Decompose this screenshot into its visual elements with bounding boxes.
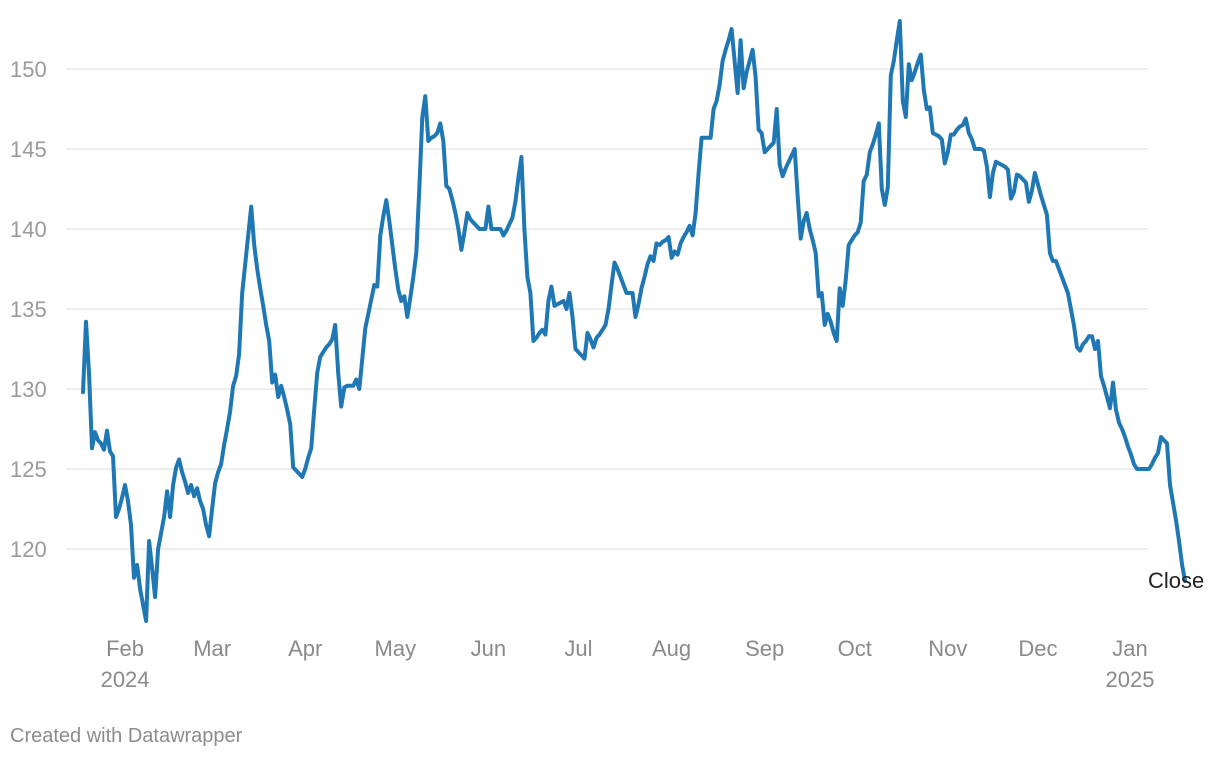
series-label-close: Close bbox=[1148, 568, 1204, 593]
y-axis-tick-labels: 120 125 130 135 140 145 150 bbox=[10, 57, 47, 562]
x-tick-label-sep: Sep bbox=[745, 636, 784, 661]
x-tick-label-jul: Jul bbox=[564, 636, 592, 661]
x-tick-label-jan: Jan bbox=[1112, 636, 1147, 661]
y-gridlines bbox=[66, 68, 1148, 550]
x-tick-label-oct: Oct bbox=[838, 636, 872, 661]
y-tick-label-130: 130 bbox=[10, 377, 47, 402]
datawrapper-credit: Created with Datawrapper bbox=[10, 725, 243, 747]
y-tick-label-120: 120 bbox=[10, 537, 47, 562]
x-tick-label-mar: Mar bbox=[193, 636, 231, 661]
y-tick-label-145: 145 bbox=[10, 137, 47, 162]
y-tick-label-140: 140 bbox=[10, 217, 47, 242]
x-tick-label-jun: Jun bbox=[471, 636, 506, 661]
y-tick-label-125: 125 bbox=[10, 457, 47, 482]
x-tick-label-aug: Aug bbox=[652, 636, 691, 661]
x-tick-year-2024: 2024 bbox=[101, 667, 150, 692]
y-tick-label-135: 135 bbox=[10, 297, 47, 322]
x-axis-tick-labels: Feb 2024 Mar Apr May Jun Jul Aug Sep Oct Nov Dec Jan… bbox=[101, 636, 1155, 692]
x-tick-label-dec: Dec bbox=[1018, 636, 1057, 661]
series-line-close bbox=[81, 19, 1188, 623]
x-tick-year-2025: 2025 bbox=[1106, 667, 1155, 692]
x-tick-label-apr: Apr bbox=[288, 636, 322, 661]
y-tick-label-150: 150 bbox=[10, 57, 47, 82]
x-tick-label-feb: Feb bbox=[106, 636, 144, 661]
x-tick-label-nov: Nov bbox=[928, 636, 967, 661]
x-tick-label-may: May bbox=[375, 636, 417, 661]
